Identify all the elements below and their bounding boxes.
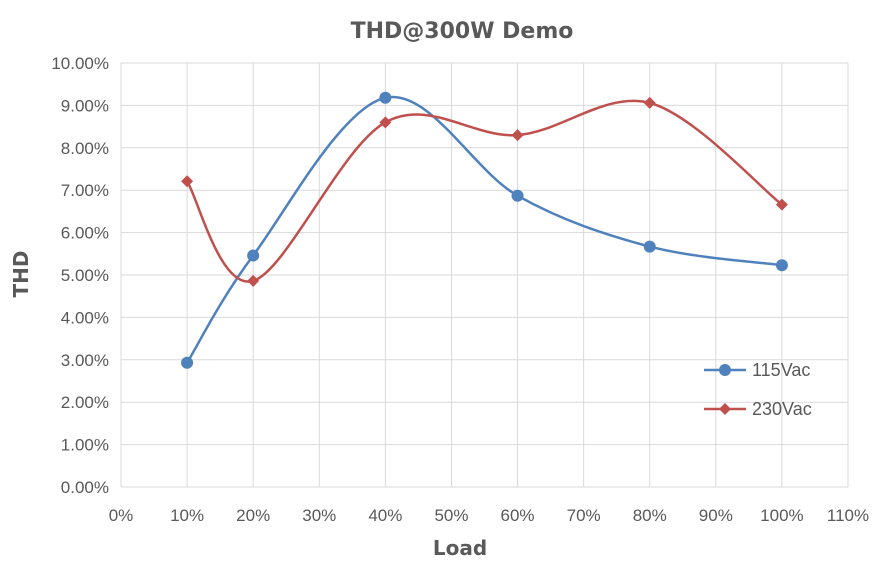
data-point (775, 259, 788, 272)
y-tick-label: 9.00% (61, 96, 109, 115)
legend-marker (719, 403, 731, 415)
x-axis-title: Load (433, 536, 487, 560)
x-tick-label: 60% (501, 506, 535, 525)
series-line (185, 99, 784, 283)
data-point (379, 91, 392, 104)
x-tick-label: 40% (368, 506, 402, 525)
data-point (643, 96, 656, 109)
data-point (511, 189, 524, 202)
data-point (643, 240, 656, 253)
series-1 (181, 91, 788, 369)
data-point (181, 175, 194, 188)
data-point (181, 356, 194, 369)
y-tick-label: 5.00% (61, 266, 109, 285)
y-tick-label: 4.00% (61, 308, 109, 327)
y-tick-label: 1.00% (61, 436, 109, 455)
y-tick-label: 6.00% (61, 224, 109, 243)
x-tick-label: 0% (109, 506, 134, 525)
series-layer (181, 91, 788, 369)
x-tick-label: 70% (567, 506, 601, 525)
series-2 (181, 96, 788, 287)
chart-title: THD@300W Demo (351, 19, 574, 44)
data-point (247, 249, 260, 262)
x-tick-label: 90% (699, 506, 733, 525)
x-tick-label: 80% (633, 506, 667, 525)
legend-marker (719, 364, 731, 376)
data-point (247, 274, 260, 287)
chart-legend: 115Vac 230Vac (704, 360, 812, 419)
series-line (185, 95, 784, 365)
legend-item: 230Vac (704, 399, 812, 419)
x-axis-ticks: 0% 10% 20% 30% 40% 50% 60% 70% 80% 90% 100% 110% (109, 506, 869, 525)
y-axis-ticks: 0.00% 1.00% 2.00% 3.00% 4.00% 5.00% 6.00% 7.00%… (51, 54, 109, 497)
x-tick-label: 30% (302, 506, 336, 525)
chart-grid (120, 62, 849, 488)
y-tick-label: 8.00% (61, 139, 109, 158)
x-tick-label: 10% (170, 506, 204, 525)
x-tick-label: 50% (434, 506, 468, 525)
y-axis-title: THD (9, 251, 33, 298)
y-tick-label: 7.00% (61, 181, 109, 200)
legend-label: 230Vac (752, 399, 812, 419)
y-tick-label: 2.00% (61, 393, 109, 412)
data-point (511, 129, 524, 142)
data-point (379, 116, 392, 129)
x-tick-label: 110% (827, 506, 869, 525)
legend-item: 115Vac (704, 360, 810, 380)
legend-label: 115Vac (752, 360, 810, 380)
y-tick-label: 3.00% (61, 351, 109, 370)
x-tick-label: 100% (760, 506, 803, 525)
y-tick-label: 0.00% (61, 478, 109, 497)
x-tick-label: 20% (236, 506, 270, 525)
y-tick-label: 10.00% (51, 54, 109, 73)
data-point (775, 198, 788, 211)
